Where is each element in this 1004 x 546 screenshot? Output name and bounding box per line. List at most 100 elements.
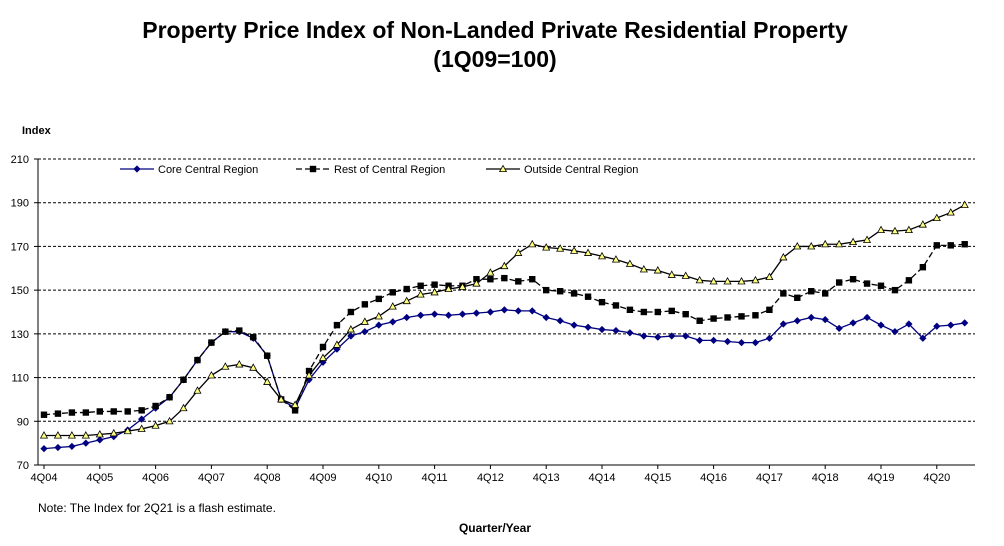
data-point-marker bbox=[431, 281, 438, 288]
data-point-marker bbox=[780, 290, 787, 297]
data-point-marker bbox=[500, 261, 509, 270]
data-point-marker bbox=[82, 439, 90, 447]
data-point-marker bbox=[570, 246, 579, 254]
data-point-marker bbox=[133, 165, 141, 173]
data-point-marker bbox=[403, 313, 411, 322]
data-point-marker bbox=[640, 332, 648, 340]
data-point-marker bbox=[766, 306, 773, 314]
data-point-marker bbox=[765, 272, 774, 281]
data-point-marker bbox=[361, 301, 369, 308]
data-point-marker bbox=[249, 363, 258, 371]
data-point-marker bbox=[263, 377, 272, 385]
data-point-marker bbox=[891, 286, 899, 294]
data-point-marker bbox=[556, 317, 564, 325]
data-point-marker bbox=[807, 241, 816, 250]
data-point-marker bbox=[835, 239, 844, 248]
y-tick-label: 210 bbox=[11, 154, 29, 166]
x-tick-label: 4Q15 bbox=[644, 472, 671, 484]
y-tick-label: 170 bbox=[11, 241, 29, 253]
data-point-marker bbox=[696, 336, 704, 345]
data-point-marker bbox=[682, 332, 690, 340]
data-point-marker bbox=[905, 320, 913, 328]
data-point-marker bbox=[849, 237, 858, 246]
data-point-marker bbox=[291, 407, 299, 414]
data-point-marker bbox=[430, 310, 439, 318]
x-tick-label: 4Q20 bbox=[923, 472, 950, 484]
data-point-marker bbox=[752, 312, 759, 319]
data-point-marker bbox=[319, 343, 327, 351]
data-point-marker bbox=[374, 311, 383, 320]
x-tick-label: 4Q10 bbox=[365, 472, 392, 484]
data-point-marker bbox=[389, 318, 397, 326]
data-point-marker bbox=[309, 165, 317, 173]
data-point-marker bbox=[947, 242, 954, 249]
y-tick-labels: 70 90 110 130 150 170 190 210 bbox=[11, 154, 29, 472]
data-point-marker bbox=[375, 295, 382, 303]
x-tick-labels: 4Q04 4Q05 4Q06 4Q07 4Q08 4Q09 4Q10 4Q11 4Q12 4Q13… bbox=[31, 472, 951, 484]
data-point-marker bbox=[695, 275, 704, 284]
data-point-marker bbox=[612, 302, 620, 309]
data-point-marker bbox=[598, 298, 606, 306]
data-point-marker bbox=[166, 394, 173, 401]
data-point-marker bbox=[54, 410, 62, 417]
data-point-marker bbox=[165, 416, 174, 425]
data-point-marker bbox=[54, 443, 62, 452]
x-tick-label: 4Q07 bbox=[198, 472, 225, 484]
x-tick-label: 4Q19 bbox=[868, 472, 895, 484]
data-point-marker bbox=[597, 251, 607, 260]
data-point-marker bbox=[458, 310, 467, 318]
data-point-marker bbox=[402, 296, 411, 305]
data-point-marker bbox=[318, 353, 328, 361]
x-tick-label: 4Q12 bbox=[477, 472, 504, 484]
x-tick-label: 4Q17 bbox=[756, 472, 783, 484]
data-point-marker bbox=[514, 248, 523, 256]
axes bbox=[34, 158, 975, 469]
data-point-marker bbox=[346, 325, 355, 333]
x-tick-label: 4Q13 bbox=[533, 472, 560, 484]
chart-title: Property Price Index of Non-Landed Priva… bbox=[0, 16, 990, 74]
data-point-marker bbox=[709, 276, 718, 285]
data-point-marker bbox=[724, 314, 731, 321]
data-point-marker bbox=[932, 213, 941, 222]
data-point-marker bbox=[543, 286, 550, 294]
data-point-marker bbox=[498, 164, 508, 173]
series-2 bbox=[40, 241, 968, 418]
data-point-marker bbox=[222, 328, 229, 335]
data-point-marker bbox=[444, 311, 453, 319]
data-point-marker bbox=[528, 239, 537, 248]
x-tick-label: 4Q06 bbox=[142, 472, 169, 484]
data-point-marker bbox=[208, 339, 215, 346]
data-point-marker bbox=[123, 426, 132, 435]
data-point-marker bbox=[765, 334, 774, 342]
data-point-marker bbox=[946, 208, 955, 216]
data-point-marker bbox=[793, 317, 801, 325]
x-tick-label: 4Q16 bbox=[700, 472, 727, 484]
data-point-marker bbox=[751, 275, 760, 284]
data-point-marker bbox=[891, 328, 899, 336]
data-point-marker bbox=[681, 271, 690, 279]
data-point-marker bbox=[682, 310, 689, 318]
data-point-marker bbox=[250, 333, 257, 341]
data-point-marker bbox=[961, 319, 969, 327]
data-point-marker bbox=[96, 436, 104, 444]
gridlines bbox=[38, 158, 975, 422]
data-point-marker bbox=[598, 325, 606, 334]
data-point-marker bbox=[863, 280, 871, 287]
data-point-marker bbox=[53, 431, 63, 439]
data-point-marker bbox=[417, 282, 424, 289]
data-point-marker bbox=[933, 242, 940, 249]
data-point-marker bbox=[723, 276, 732, 285]
data-point-marker bbox=[458, 282, 467, 290]
data-point-marker bbox=[138, 407, 145, 414]
data-point-marker bbox=[207, 370, 216, 379]
data-point-marker bbox=[109, 428, 118, 437]
data-point-marker bbox=[361, 328, 369, 336]
footnote: Note: The Index for 2Q21 is a flash esti… bbox=[38, 501, 276, 515]
data-point-marker bbox=[332, 340, 342, 348]
data-point-marker bbox=[751, 338, 760, 347]
legend-label: Rest of Central Region bbox=[334, 164, 445, 176]
data-point-marker bbox=[556, 244, 565, 252]
data-point-marker bbox=[67, 431, 76, 439]
data-point-marker bbox=[570, 290, 578, 297]
data-point-marker bbox=[583, 248, 593, 256]
